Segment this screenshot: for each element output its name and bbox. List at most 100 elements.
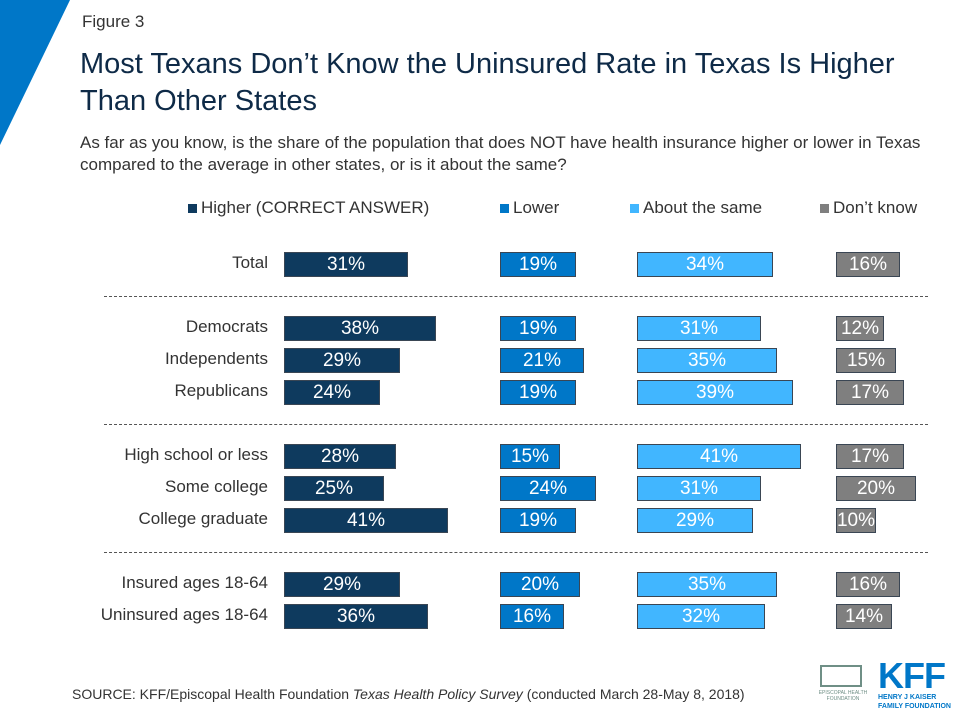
bar: 32% bbox=[637, 604, 765, 629]
data-label: 15% bbox=[510, 445, 550, 467]
bar: 38% bbox=[284, 316, 436, 341]
bar: 41% bbox=[284, 508, 448, 533]
bar: 39% bbox=[637, 380, 793, 405]
bar: 31% bbox=[637, 316, 761, 341]
legend-label: Lower bbox=[513, 198, 560, 217]
source-suffix: (conducted March 28-May 8, 2018) bbox=[522, 686, 745, 702]
data-label: 39% bbox=[695, 381, 735, 403]
data-label: 21% bbox=[522, 349, 562, 371]
bar: 29% bbox=[284, 348, 400, 373]
bar: 15% bbox=[836, 348, 896, 373]
bar: 19% bbox=[500, 316, 576, 341]
bar: 16% bbox=[836, 252, 900, 277]
data-label: 20% bbox=[520, 573, 560, 595]
data-label: 16% bbox=[848, 253, 888, 275]
legend-swatch bbox=[500, 203, 509, 213]
bar: 31% bbox=[637, 476, 761, 501]
category-label: Insured ages 18-64 bbox=[121, 573, 269, 592]
legend-item: Don’t know bbox=[820, 198, 917, 218]
category-label: High school or less bbox=[124, 445, 268, 464]
data-label: 41% bbox=[699, 445, 739, 467]
bar: 17% bbox=[836, 444, 904, 469]
bar: 24% bbox=[500, 476, 596, 501]
category-label: Democrats bbox=[185, 317, 268, 336]
bar: 35% bbox=[637, 348, 777, 373]
bar: 25% bbox=[284, 476, 384, 501]
figure-label: Figure 3 bbox=[82, 12, 145, 31]
data-label: 24% bbox=[312, 381, 352, 403]
bar: 14% bbox=[836, 604, 892, 629]
bar: 19% bbox=[500, 508, 576, 533]
data-label: 20% bbox=[856, 477, 896, 499]
data-label: 19% bbox=[518, 317, 558, 339]
legend-label: Don’t know bbox=[833, 198, 918, 217]
category-label: Independents bbox=[164, 349, 268, 368]
legend-label: About the same bbox=[643, 198, 763, 217]
data-label: 41% bbox=[346, 509, 386, 531]
data-label: 19% bbox=[518, 381, 558, 403]
data-label: 38% bbox=[340, 317, 380, 339]
data-label: 29% bbox=[322, 573, 362, 595]
legend-item: Higher (CORRECT ANSWER) bbox=[188, 198, 429, 218]
bar: 16% bbox=[836, 572, 900, 597]
bar: 12% bbox=[836, 316, 884, 341]
category-label: Total bbox=[232, 253, 268, 272]
ehf-logo-text: EPISCOPAL HEALTH FOUNDATION bbox=[818, 690, 868, 702]
data-label: 35% bbox=[687, 349, 727, 371]
bar: 19% bbox=[500, 380, 576, 405]
legend-swatch bbox=[630, 203, 639, 213]
legend-item: Lower bbox=[500, 198, 559, 218]
data-label: 19% bbox=[518, 509, 558, 531]
divider bbox=[104, 552, 928, 553]
bar: 35% bbox=[637, 572, 777, 597]
data-label: 32% bbox=[681, 605, 721, 627]
legend-swatch bbox=[188, 203, 197, 213]
bar: 21% bbox=[500, 348, 584, 373]
data-label: 28% bbox=[320, 445, 360, 467]
data-label: 10% bbox=[836, 509, 876, 531]
bar: 20% bbox=[500, 572, 580, 597]
legend-swatch bbox=[820, 203, 829, 213]
data-label: 19% bbox=[518, 253, 558, 275]
legend-label: Higher (CORRECT ANSWER) bbox=[201, 198, 430, 217]
bar: 17% bbox=[836, 380, 904, 405]
legend-item: About the same bbox=[630, 198, 762, 218]
divider bbox=[104, 424, 928, 425]
bar: 36% bbox=[284, 604, 428, 629]
category-label: Uninsured ages 18-64 bbox=[100, 605, 268, 624]
chart-title: Most Texans Don’t Know the Uninsured Rat… bbox=[80, 48, 895, 117]
bar: 31% bbox=[284, 252, 408, 277]
category-label: College graduate bbox=[138, 509, 268, 528]
bar: 24% bbox=[284, 380, 380, 405]
data-label: 31% bbox=[679, 317, 719, 339]
category-label: Republicans bbox=[174, 381, 268, 400]
data-label: 17% bbox=[850, 381, 890, 403]
divider bbox=[104, 296, 928, 297]
data-label: 16% bbox=[848, 573, 888, 595]
kff-logo: KFF bbox=[878, 655, 946, 696]
data-label: 29% bbox=[322, 349, 362, 371]
data-label: 12% bbox=[840, 317, 880, 339]
bar: 16% bbox=[500, 604, 564, 629]
corner-accent bbox=[0, 0, 70, 145]
data-label: 16% bbox=[512, 605, 552, 627]
bar: 19% bbox=[500, 252, 576, 277]
bar: 29% bbox=[284, 572, 400, 597]
source-survey: Texas Health Policy Survey bbox=[352, 686, 523, 702]
bar: 10% bbox=[836, 508, 876, 533]
source-prefix: SOURCE: KFF/Episcopal Health Foundation bbox=[72, 686, 353, 702]
kff-logo-text: HENRY J KAISER FAMILY FOUNDATION bbox=[878, 694, 951, 710]
bar: 20% bbox=[836, 476, 916, 501]
data-label: 24% bbox=[528, 477, 568, 499]
data-label: 17% bbox=[850, 445, 890, 467]
data-label: 34% bbox=[685, 253, 725, 275]
data-label: 36% bbox=[336, 605, 376, 627]
source-note: SOURCE: KFF/Episcopal Health Foundation … bbox=[72, 686, 745, 702]
bar: 34% bbox=[637, 252, 773, 277]
data-label: 31% bbox=[679, 477, 719, 499]
bar: 28% bbox=[284, 444, 396, 469]
category-label: Some college bbox=[164, 477, 268, 496]
data-label: 14% bbox=[844, 605, 884, 627]
bar: 15% bbox=[500, 444, 560, 469]
data-label: 29% bbox=[675, 509, 715, 531]
